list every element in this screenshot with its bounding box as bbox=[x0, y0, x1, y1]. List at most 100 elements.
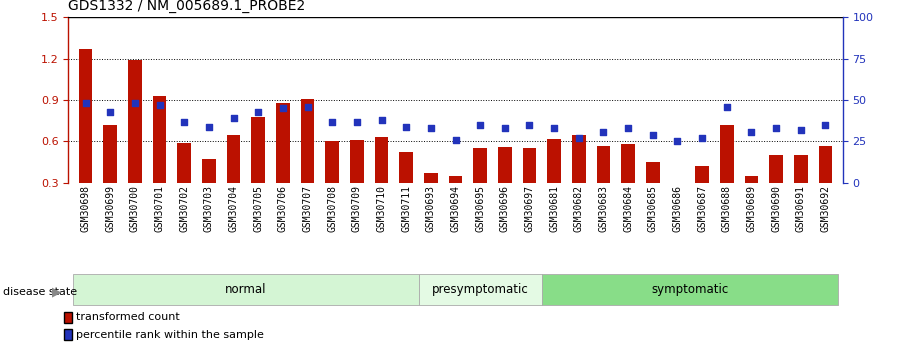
Point bbox=[251, 109, 265, 115]
Text: percentile rank within the sample: percentile rank within the sample bbox=[76, 330, 263, 340]
Point bbox=[226, 116, 241, 121]
Bar bbox=[449, 176, 462, 183]
Point bbox=[497, 126, 512, 131]
Bar bbox=[769, 155, 783, 183]
Text: GSM30681: GSM30681 bbox=[549, 185, 559, 231]
Text: GSM30697: GSM30697 bbox=[525, 185, 535, 231]
Bar bbox=[104, 125, 117, 183]
Text: transformed count: transformed count bbox=[76, 312, 179, 322]
Bar bbox=[251, 117, 265, 183]
Text: GSM30693: GSM30693 bbox=[425, 185, 435, 231]
Bar bbox=[794, 155, 807, 183]
Point bbox=[571, 135, 586, 141]
Text: GSM30684: GSM30684 bbox=[623, 185, 633, 231]
Text: GSM30694: GSM30694 bbox=[451, 185, 460, 231]
Text: GSM30683: GSM30683 bbox=[599, 185, 609, 231]
Point bbox=[695, 135, 710, 141]
Text: GSM30704: GSM30704 bbox=[229, 185, 239, 231]
Bar bbox=[548, 139, 561, 183]
Bar bbox=[424, 173, 437, 183]
Point bbox=[374, 117, 389, 123]
Text: GSM30686: GSM30686 bbox=[672, 185, 682, 231]
Bar bbox=[73, 274, 418, 305]
Text: GSM30700: GSM30700 bbox=[130, 185, 140, 231]
Text: GSM30689: GSM30689 bbox=[746, 185, 756, 231]
Text: GSM30692: GSM30692 bbox=[821, 185, 831, 231]
Text: GSM30710: GSM30710 bbox=[376, 185, 386, 231]
FancyBboxPatch shape bbox=[64, 329, 72, 341]
Point bbox=[818, 122, 833, 128]
Bar bbox=[227, 135, 241, 183]
Point bbox=[424, 126, 438, 131]
Text: GSM30685: GSM30685 bbox=[648, 185, 658, 231]
Point bbox=[103, 109, 118, 115]
Point bbox=[201, 124, 216, 129]
Text: GSM30696: GSM30696 bbox=[500, 185, 510, 231]
Bar bbox=[498, 147, 512, 183]
Bar bbox=[418, 274, 542, 305]
Bar bbox=[202, 159, 216, 183]
Text: ▶: ▶ bbox=[52, 285, 62, 298]
Text: GSM30701: GSM30701 bbox=[155, 185, 165, 231]
Text: GSM30688: GSM30688 bbox=[722, 185, 732, 231]
Bar bbox=[542, 274, 838, 305]
Bar bbox=[374, 137, 388, 183]
Bar bbox=[523, 148, 537, 183]
Point bbox=[522, 122, 537, 128]
Bar bbox=[695, 166, 709, 183]
Text: GSM30711: GSM30711 bbox=[401, 185, 411, 231]
Text: GSM30699: GSM30699 bbox=[106, 185, 116, 231]
Bar bbox=[474, 148, 487, 183]
Point bbox=[448, 137, 463, 142]
Text: GSM30705: GSM30705 bbox=[253, 185, 263, 231]
Bar bbox=[646, 162, 660, 183]
Bar bbox=[128, 60, 142, 183]
Text: GSM30702: GSM30702 bbox=[179, 185, 189, 231]
Bar bbox=[597, 146, 610, 183]
Bar bbox=[744, 176, 758, 183]
Point bbox=[473, 122, 487, 128]
Text: GSM30691: GSM30691 bbox=[795, 185, 805, 231]
Point bbox=[547, 126, 561, 131]
Text: GSM30698: GSM30698 bbox=[80, 185, 90, 231]
Point bbox=[276, 106, 291, 111]
Point bbox=[793, 127, 808, 132]
Text: GSM30687: GSM30687 bbox=[697, 185, 707, 231]
Text: GSM30709: GSM30709 bbox=[352, 185, 362, 231]
Text: symptomatic: symptomatic bbox=[651, 283, 729, 296]
Bar bbox=[178, 143, 191, 183]
Point bbox=[596, 129, 610, 134]
Point bbox=[620, 126, 635, 131]
Bar bbox=[819, 146, 832, 183]
Text: GSM30695: GSM30695 bbox=[476, 185, 486, 231]
Bar bbox=[670, 183, 684, 199]
Point bbox=[152, 102, 167, 108]
Point bbox=[670, 139, 685, 144]
Point bbox=[177, 119, 191, 124]
Bar bbox=[720, 125, 733, 183]
Bar bbox=[350, 140, 363, 183]
Point bbox=[325, 119, 340, 124]
Text: disease state: disease state bbox=[3, 287, 77, 296]
Bar bbox=[621, 144, 635, 183]
FancyBboxPatch shape bbox=[64, 312, 72, 323]
Bar bbox=[276, 103, 290, 183]
Point bbox=[769, 126, 783, 131]
Point bbox=[399, 124, 414, 129]
Bar bbox=[301, 99, 314, 183]
Point bbox=[744, 129, 759, 134]
Bar bbox=[79, 49, 92, 183]
Text: GSM30707: GSM30707 bbox=[302, 185, 312, 231]
Text: presymptomatic: presymptomatic bbox=[432, 283, 528, 296]
Bar bbox=[399, 152, 413, 183]
Text: GDS1332 / NM_005689.1_PROBE2: GDS1332 / NM_005689.1_PROBE2 bbox=[68, 0, 305, 13]
Point bbox=[646, 132, 660, 138]
Text: GSM30708: GSM30708 bbox=[327, 185, 337, 231]
Point bbox=[301, 104, 315, 109]
Point bbox=[350, 119, 364, 124]
Text: GSM30682: GSM30682 bbox=[574, 185, 584, 231]
Point bbox=[128, 101, 142, 106]
Bar bbox=[153, 96, 167, 183]
Bar bbox=[572, 135, 586, 183]
Text: normal: normal bbox=[225, 283, 267, 296]
